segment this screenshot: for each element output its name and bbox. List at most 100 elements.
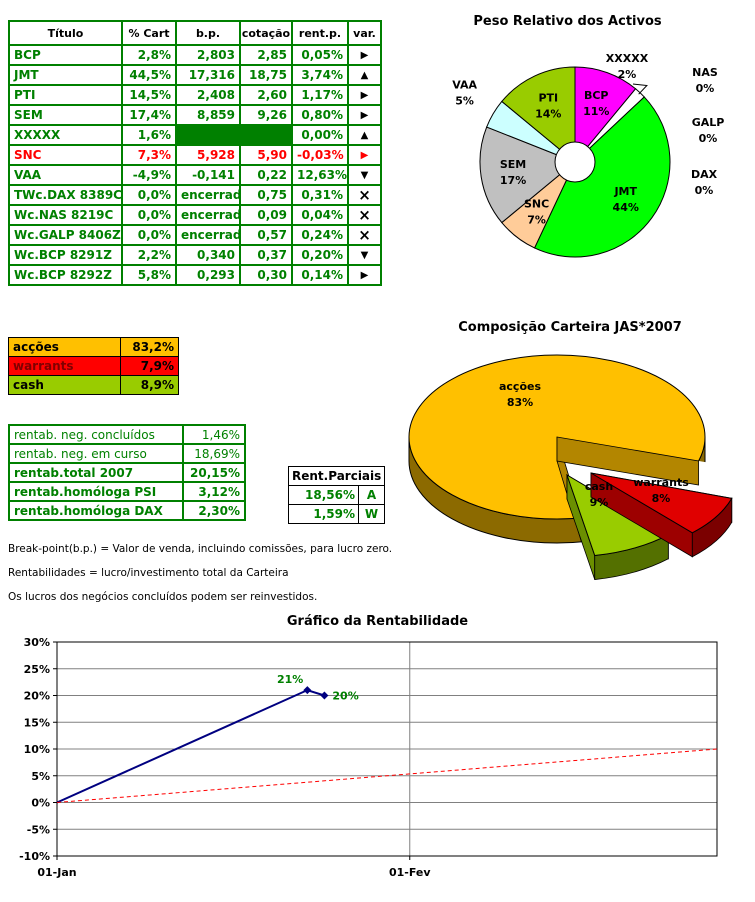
cell-titulo[interactable]: SEM (8, 104, 123, 126)
cell-bp[interactable]: 2,408 (175, 84, 241, 106)
right-indicator-icon[interactable]: ▶ (347, 84, 382, 106)
cell-cotacao[interactable]: 5,90 (239, 144, 293, 166)
pie-slice-BCP[interactable] (574, 66, 637, 164)
rentabilidade-line[interactable]: 30% 25% 20% 15% 10% 5% 0% -5% -10% 01-Jan 01-Fev 21… (0, 632, 755, 898)
cell-rentab-label[interactable]: rentab. neg. em curso (8, 443, 184, 464)
cell-bp[interactable]: -0,141 (175, 164, 241, 186)
cell-percent-cart[interactable]: 0,0% (121, 204, 177, 226)
composicao-chart[interactable]: Composição Carteira JAS*2007 acções 83% ca… (385, 318, 755, 587)
cell-percent-cart[interactable]: 0,0% (121, 184, 177, 206)
cell-percent-cart[interactable]: 17,4% (121, 104, 177, 126)
col-header-var[interactable]: var. (347, 20, 382, 46)
pie-slice-JMT[interactable] (533, 96, 671, 258)
cell-titulo[interactable]: TWc.DAX 8389C (8, 184, 123, 206)
cell-bp[interactable] (175, 124, 241, 146)
pie-slice-SEM[interactable] (479, 126, 576, 224)
cell-percent-cart[interactable]: 2,8% (121, 44, 177, 66)
composicao-pie[interactable]: acções 83% cash 9% warrants 8% (385, 338, 755, 583)
series-line-referencia[interactable] (56, 748, 718, 803)
cell-rentp[interactable]: 0,31% (291, 184, 349, 206)
right-indicator-icon[interactable]: ▶ (347, 104, 382, 126)
cell-percent-cart[interactable]: -4,9% (121, 164, 177, 186)
cell-rentp[interactable]: 0,24% (291, 224, 349, 246)
cell-rentp[interactable]: 1,17% (291, 84, 349, 106)
cell-bp[interactable]: encerrado (175, 204, 241, 226)
cell-percent-cart[interactable]: 5,8% (121, 264, 177, 286)
cell-titulo[interactable]: Wc.BCP 8292Z (8, 264, 123, 286)
cell-cotacao[interactable]: 9,26 (239, 104, 293, 126)
cell-cotacao[interactable]: 0,37 (239, 244, 293, 266)
cell-asset-weight[interactable]: 83,2% (120, 337, 179, 357)
cell-titulo[interactable]: VAA (8, 164, 123, 186)
cell-percent-cart[interactable]: 0,0% (121, 224, 177, 246)
x-indicator-icon[interactable]: × (347, 204, 382, 226)
cell-percent-cart[interactable]: 44,5% (121, 64, 177, 86)
cell-asset-class[interactable]: cash (8, 375, 121, 395)
down-indicator-icon[interactable]: ▼ (347, 164, 382, 186)
cell-bp[interactable]: 0,340 (175, 244, 241, 266)
cell-asset-weight[interactable]: 8,9% (120, 375, 179, 395)
right-indicator-icon[interactable]: ▶ (347, 144, 382, 166)
cell-rentp[interactable]: 0,14% (291, 264, 349, 286)
cell-rent-parcial-value[interactable]: 18,56% (288, 485, 359, 505)
cell-rentp[interactable]: 0,80% (291, 104, 349, 126)
cell-rentab-value[interactable]: 20,15% (182, 462, 246, 483)
cell-percent-cart[interactable]: 7,3% (121, 144, 177, 166)
pie-slice-PTI[interactable] (501, 66, 576, 164)
cell-bp[interactable]: 17,316 (175, 64, 241, 86)
cell-cotacao[interactable]: 0,30 (239, 264, 293, 286)
series-line-carteira[interactable] (56, 689, 325, 804)
cell-titulo[interactable]: Wc.GALP 8406Z (8, 224, 123, 246)
cell-rentp[interactable]: 0,20% (291, 244, 349, 266)
cell-rentp[interactable]: 0,00% (291, 124, 349, 146)
cell-percent-cart[interactable]: 1,6% (121, 124, 177, 146)
right-indicator-icon[interactable]: ▶ (347, 44, 382, 66)
pie3d-slice-warrants-top[interactable] (590, 472, 733, 534)
cell-rent-parcial-value[interactable]: 1,59% (288, 504, 359, 524)
cell-titulo[interactable]: XXXXX (8, 124, 123, 146)
cell-titulo[interactable]: PTI (8, 84, 123, 106)
peso-relativo-pie[interactable]: BCP 11% XXXXX 2% JMT 44% SNC 7% SEM 17% VAA 5% PTI 14… (385, 32, 750, 298)
up-indicator-icon[interactable]: ▲ (347, 64, 382, 86)
col-header-rentp[interactable]: rent.p. (291, 20, 349, 46)
x-indicator-icon[interactable]: × (347, 184, 382, 206)
cell-rentab-value[interactable]: 2,30% (182, 500, 246, 521)
down-indicator-icon[interactable]: ▼ (347, 244, 382, 266)
cell-titulo[interactable]: SNC (8, 144, 123, 166)
cell-cotacao[interactable] (239, 124, 293, 146)
peso-relativo-chart[interactable]: Peso Relativo dos Activos BCP 11% XXXXX 2% J… (385, 12, 750, 302)
cell-cotacao[interactable]: 2,60 (239, 84, 293, 106)
cell-rentp[interactable]: 0,04% (291, 204, 349, 226)
cell-rentab-value[interactable]: 1,46% (182, 424, 246, 445)
up-indicator-icon[interactable]: ▲ (347, 124, 382, 146)
cell-rentab-label[interactable]: rentab.homóloga PSI (8, 481, 184, 502)
col-header-bp[interactable]: b.p. (175, 20, 241, 46)
col-header-cart[interactable]: % Cart (121, 20, 177, 46)
cell-asset-weight[interactable]: 7,9% (120, 356, 179, 376)
cell-rentp[interactable]: 0,05% (291, 44, 349, 66)
cell-rentab-label[interactable]: rentab.homóloga DAX (8, 500, 184, 521)
right-indicator-icon[interactable]: ▶ (347, 264, 382, 286)
cell-cotacao[interactable]: 0,09 (239, 204, 293, 226)
cell-rentab-label[interactable]: rentab.total 2007 (8, 462, 184, 483)
col-header-cotacao[interactable]: cotação (239, 20, 293, 46)
cell-percent-cart[interactable]: 14,5% (121, 84, 177, 106)
cell-rentab-value[interactable]: 3,12% (182, 481, 246, 502)
rent-parciais-title[interactable]: Rent.Parciais (287, 466, 386, 486)
cell-bp[interactable]: encerrado (175, 224, 241, 246)
cell-cotacao[interactable]: 0,22 (239, 164, 293, 186)
cell-bp[interactable]: 0,293 (175, 264, 241, 286)
cell-cotacao[interactable]: 18,75 (239, 64, 293, 86)
col-header-titulo[interactable]: Título (8, 20, 123, 46)
cell-rentab-label[interactable]: rentab. neg. concluídos (8, 424, 184, 445)
cell-titulo[interactable]: Wc.NAS 8219C (8, 204, 123, 226)
cell-bp[interactable]: 5,928 (175, 144, 241, 166)
cell-titulo[interactable]: Wc.BCP 8291Z (8, 244, 123, 266)
cell-cotacao[interactable]: 0,75 (239, 184, 293, 206)
cell-rent-parcial-tag[interactable]: W (357, 504, 386, 524)
rentabilidade-chart[interactable]: Gráfico da Rentabilidade 30% 25% 20% 15% 10%… (0, 612, 755, 902)
cell-rentab-value[interactable]: 18,69% (182, 443, 246, 464)
cell-asset-class[interactable]: acções (8, 337, 121, 357)
cell-rentp[interactable]: 3,74% (291, 64, 349, 86)
cell-bp[interactable]: 2,803 (175, 44, 241, 66)
